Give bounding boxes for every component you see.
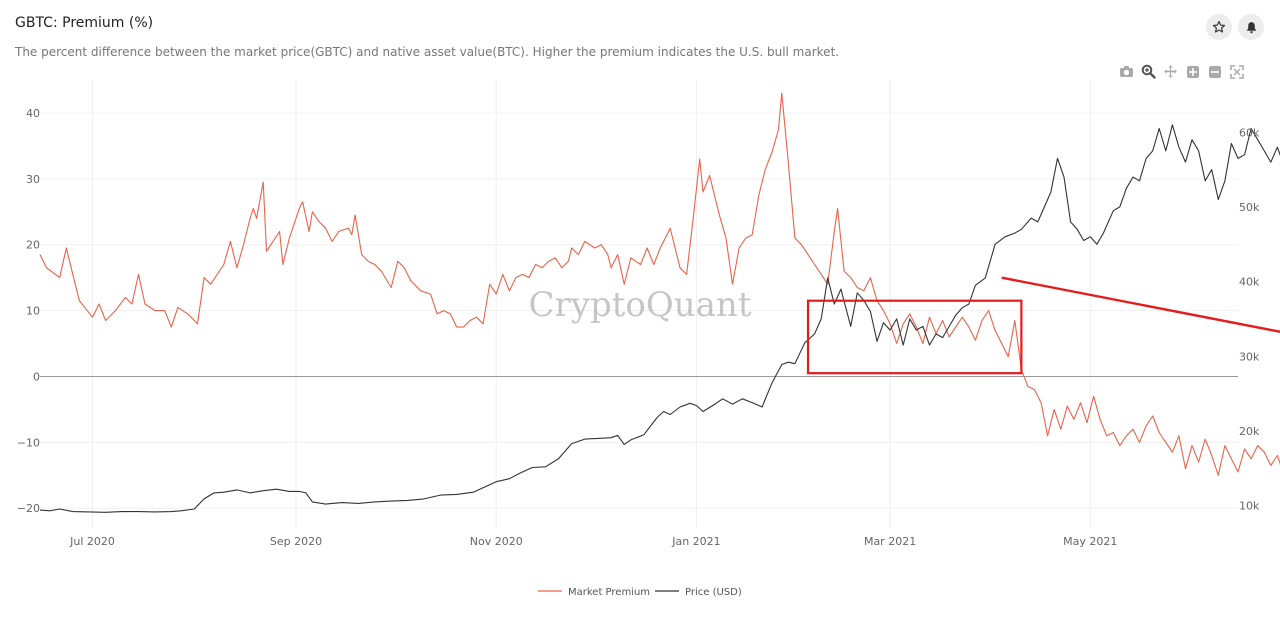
page-title: GBTC: Premium (%) bbox=[15, 15, 154, 31]
x-tick-label: Jul 2020 bbox=[69, 535, 115, 548]
axis-labels: Jul 2020 Sep 2020 Nov 2020 Jan 2021 Mar 2021… bbox=[17, 107, 1260, 548]
star-icon bbox=[1212, 20, 1226, 33]
autoscale-icon bbox=[1229, 64, 1244, 79]
watermark: CryptoQuant bbox=[529, 285, 752, 325]
zoom-in-icon bbox=[1186, 65, 1199, 78]
legend-label-premium: Market Premium bbox=[568, 587, 650, 598]
y-right-tick-label: 60k bbox=[1239, 126, 1260, 139]
y-right-tick-label: 40k bbox=[1239, 276, 1260, 289]
y-right-tick-label: 10k bbox=[1239, 500, 1260, 513]
x-tick-label: Mar 2021 bbox=[864, 535, 916, 548]
zoom-in-button[interactable] bbox=[1184, 63, 1201, 80]
camera-icon bbox=[1120, 66, 1133, 77]
y-right-tick-label: 20k bbox=[1239, 425, 1260, 438]
y-left-tick-label: 0 bbox=[33, 370, 40, 383]
y-left-tick-label: 10 bbox=[26, 305, 40, 318]
favorite-button[interactable] bbox=[1206, 14, 1232, 40]
y-right-tick-label: 30k bbox=[1239, 350, 1260, 363]
y-left-tick-label: 20 bbox=[26, 239, 40, 252]
y-left-tick-label: −10 bbox=[17, 436, 40, 449]
chart-description: The percent difference between the marke… bbox=[15, 45, 840, 59]
trend-arrow-line bbox=[1001, 276, 1280, 333]
notification-button[interactable] bbox=[1238, 14, 1264, 40]
zoom-out-icon bbox=[1208, 65, 1221, 78]
chart-toolbar bbox=[1118, 63, 1245, 80]
highlight-box bbox=[806, 299, 1023, 375]
bell-icon bbox=[1246, 21, 1256, 33]
pan-button[interactable] bbox=[1162, 63, 1179, 80]
y-left-tick-label: 40 bbox=[26, 107, 40, 120]
legend-label-price: Price (USD) bbox=[685, 587, 742, 598]
autoscale-button[interactable] bbox=[1228, 63, 1245, 80]
series-layer bbox=[39, 92, 1280, 513]
zoom-button[interactable] bbox=[1140, 63, 1157, 80]
price-usd-line bbox=[39, 124, 1280, 513]
pan-icon bbox=[1164, 65, 1177, 78]
x-tick-label: Jan 2021 bbox=[671, 535, 720, 548]
market-premium-line bbox=[39, 92, 1280, 476]
y-right-tick-label: 50k bbox=[1239, 201, 1260, 214]
x-tick-label: Nov 2020 bbox=[470, 535, 523, 548]
y-left-tick-label: 30 bbox=[26, 173, 40, 186]
download-plot-button[interactable] bbox=[1118, 63, 1135, 80]
x-tick-label: May 2021 bbox=[1063, 535, 1117, 548]
grid-lines bbox=[40, 80, 1238, 528]
x-tick-label: Sep 2020 bbox=[270, 535, 322, 548]
annotation-layer bbox=[806, 276, 1280, 375]
legend: Market Premium Price (USD) bbox=[538, 587, 742, 598]
zoom-out-button[interactable] bbox=[1206, 63, 1223, 80]
zoom-icon bbox=[1141, 64, 1156, 79]
y-left-tick-label: −20 bbox=[17, 502, 40, 515]
